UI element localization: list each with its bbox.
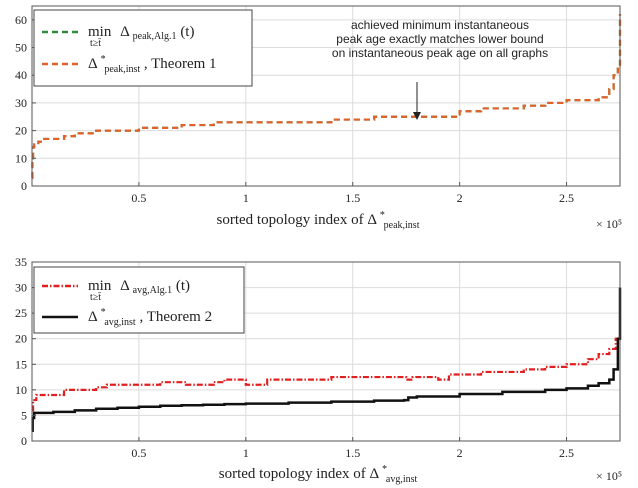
legend-label-theorem2: Δ * avg,inst , Theorem 2 — [88, 303, 212, 329]
tick-labels: 0.5 1 1.5 2 2.5 0 5 10 15 20 25 30 35 — [15, 255, 574, 460]
y-tick-label-3: 15 — [15, 357, 27, 371]
legend-suffix: (t) — [176, 278, 190, 294]
x-axis-label: sorted topology index of Δ * avg,inst — [219, 460, 418, 485]
y-tick-label-3: 30 — [15, 96, 27, 110]
annotation-line-2: peak age exactly matches lower bound — [336, 32, 543, 46]
legend-delta-symbol: Δ — [88, 309, 98, 325]
series-line-0 — [31, 333, 622, 412]
y-tick-label-4: 20 — [15, 332, 27, 346]
x-axis-multiplier: × 10⁵ — [596, 217, 622, 231]
y-tick-label-0: 0 — [21, 434, 27, 448]
y-tick-label-6: 30 — [15, 281, 27, 295]
legend-delta-symbol: Δ — [120, 24, 130, 40]
series-group — [31, 287, 622, 433]
legend-min-text: min — [88, 24, 112, 40]
y-tick-label-0: 0 — [21, 179, 27, 193]
legend-under-alg1: t≥t̄ — [90, 292, 102, 303]
x-axis-label-sub: avg,inst — [386, 474, 418, 485]
legend-delta-symbol: Δ — [88, 56, 98, 72]
legend-delta-sub: avg,Alg.1 — [133, 285, 172, 296]
x-axis-label-sup: * — [380, 210, 385, 221]
chart-peak-age: 0.5 1 1.5 2 2.5 0 10 20 30 40 50 60 min Δ peak,Alg.… — [15, 5, 622, 231]
x-axis-label: sorted topology index of Δ * peak,inst — [217, 206, 420, 231]
x-tick-label-2: 1.5 — [345, 191, 360, 205]
annotation-line-1: achieved minimum instantaneous — [351, 18, 529, 32]
x-axis-label-main: sorted topology index of Δ — [217, 212, 378, 228]
legend-delta-sub: peak,inst — [104, 64, 140, 75]
x-axis-multiplier: × 10⁵ — [596, 469, 622, 483]
legend-label-theorem1: Δ * peak,inst , Theorem 1 — [88, 50, 217, 76]
plot-frame — [31, 261, 621, 442]
tick-labels: 0.5 1 1.5 2 2.5 0 10 20 30 40 50 60 — [15, 13, 574, 205]
legend-min-text: min — [88, 278, 112, 294]
annotation: achieved minimum instantaneous peak age … — [332, 18, 548, 120]
x-tick-label-1: 1 — [243, 191, 249, 205]
annotation-line-3: on instantaneous peak age on all graphs — [332, 46, 548, 60]
legend-suffix: , Theorem 2 — [139, 309, 212, 325]
chart-avg-age: 0.5 1 1.5 2 2.5 0 5 10 15 20 25 30 35 min Δ avg,Alg.… — [15, 255, 622, 485]
annotation-arrowhead — [413, 112, 421, 120]
y-tick-label-5: 50 — [15, 41, 27, 55]
legend: min Δ avg,Alg.1 (t) t≥t̄ Δ * avg,inst , … — [33, 266, 245, 334]
legend-box — [33, 266, 245, 334]
y-tick-label-2: 10 — [15, 383, 27, 397]
x-tick-label-1: 1 — [243, 446, 249, 460]
legend-delta-sup: * — [101, 307, 106, 318]
series-line-1 — [31, 14, 622, 179]
legend-label-alg1: min Δ avg,Alg.1 (t) — [88, 278, 190, 297]
y-tick-label-2: 20 — [15, 124, 27, 138]
legend-delta-sub: avg,inst — [104, 317, 136, 328]
x-tick-label-3: 2 — [457, 446, 463, 460]
legend-under-alg1: t≥t̄ — [90, 38, 102, 49]
y-tick-label-6: 60 — [15, 13, 27, 27]
x-tick-label-0: 0.5 — [131, 446, 146, 460]
legend: min Δ peak,Alg.1 (t) t≥t̄ Δ * peak,inst … — [33, 9, 253, 87]
legend-delta-sub: peak,Alg.1 — [133, 31, 177, 42]
x-axis-label-sup: * — [382, 464, 387, 475]
y-tick-label-7: 35 — [15, 255, 27, 269]
y-tick-label-4: 40 — [15, 68, 27, 82]
y-tick-label-1: 5 — [21, 408, 27, 422]
legend-label-alg1: min Δ peak,Alg.1 (t) — [88, 24, 194, 43]
x-axis-label-main: sorted topology index of Δ — [219, 466, 380, 482]
x-tick-label-4: 2.5 — [559, 446, 574, 460]
y-tick-label-5: 25 — [15, 306, 27, 320]
x-axis-label-sub: peak,inst — [384, 220, 420, 231]
series-group — [31, 14, 622, 179]
y-tick-label-1: 10 — [15, 151, 27, 165]
legend-suffix: (t) — [180, 24, 194, 40]
x-tick-label-4: 2.5 — [559, 191, 574, 205]
series-line-1 — [31, 287, 622, 433]
x-tick-label-2: 1.5 — [345, 446, 360, 460]
legend-delta-sup: * — [101, 54, 106, 65]
x-tick-label-0: 0.5 — [131, 191, 146, 205]
legend-suffix: , Theorem 1 — [144, 56, 217, 72]
plot-frame — [31, 5, 621, 187]
legend-box — [33, 9, 253, 87]
legend-delta-symbol: Δ — [120, 278, 130, 294]
x-tick-label-3: 2 — [457, 191, 463, 205]
